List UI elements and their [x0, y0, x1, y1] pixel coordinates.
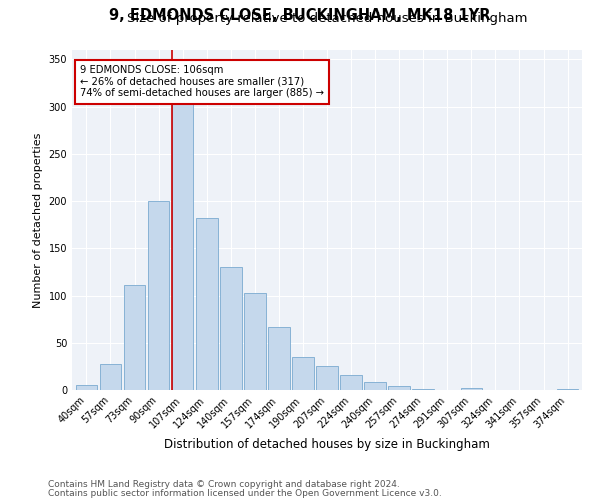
Bar	[220, 267, 242, 390]
Text: Contains public sector information licensed under the Open Government Licence v3: Contains public sector information licen…	[48, 489, 442, 498]
Bar	[557, 389, 578, 390]
Bar	[76, 386, 97, 390]
Bar	[148, 201, 169, 390]
Text: 9 EDMONDS CLOSE: 106sqm
← 26% of detached houses are smaller (317)
74% of semi-d: 9 EDMONDS CLOSE: 106sqm ← 26% of detache…	[80, 66, 323, 98]
Y-axis label: Number of detached properties: Number of detached properties	[33, 132, 43, 308]
Bar	[268, 326, 290, 390]
Bar	[172, 88, 193, 390]
Bar	[100, 364, 121, 390]
Bar	[124, 285, 145, 390]
Text: 9, EDMONDS CLOSE, BUCKINGHAM, MK18 1YR: 9, EDMONDS CLOSE, BUCKINGHAM, MK18 1YR	[109, 8, 491, 22]
Bar	[244, 292, 266, 390]
Bar	[364, 382, 386, 390]
Bar	[316, 366, 338, 390]
Bar	[412, 389, 434, 390]
Bar	[196, 218, 218, 390]
Bar	[388, 386, 410, 390]
Bar	[292, 357, 314, 390]
Bar	[461, 388, 482, 390]
Bar	[340, 375, 362, 390]
X-axis label: Distribution of detached houses by size in Buckingham: Distribution of detached houses by size …	[164, 438, 490, 451]
Text: Contains HM Land Registry data © Crown copyright and database right 2024.: Contains HM Land Registry data © Crown c…	[48, 480, 400, 489]
Title: Size of property relative to detached houses in Buckingham: Size of property relative to detached ho…	[127, 12, 527, 25]
